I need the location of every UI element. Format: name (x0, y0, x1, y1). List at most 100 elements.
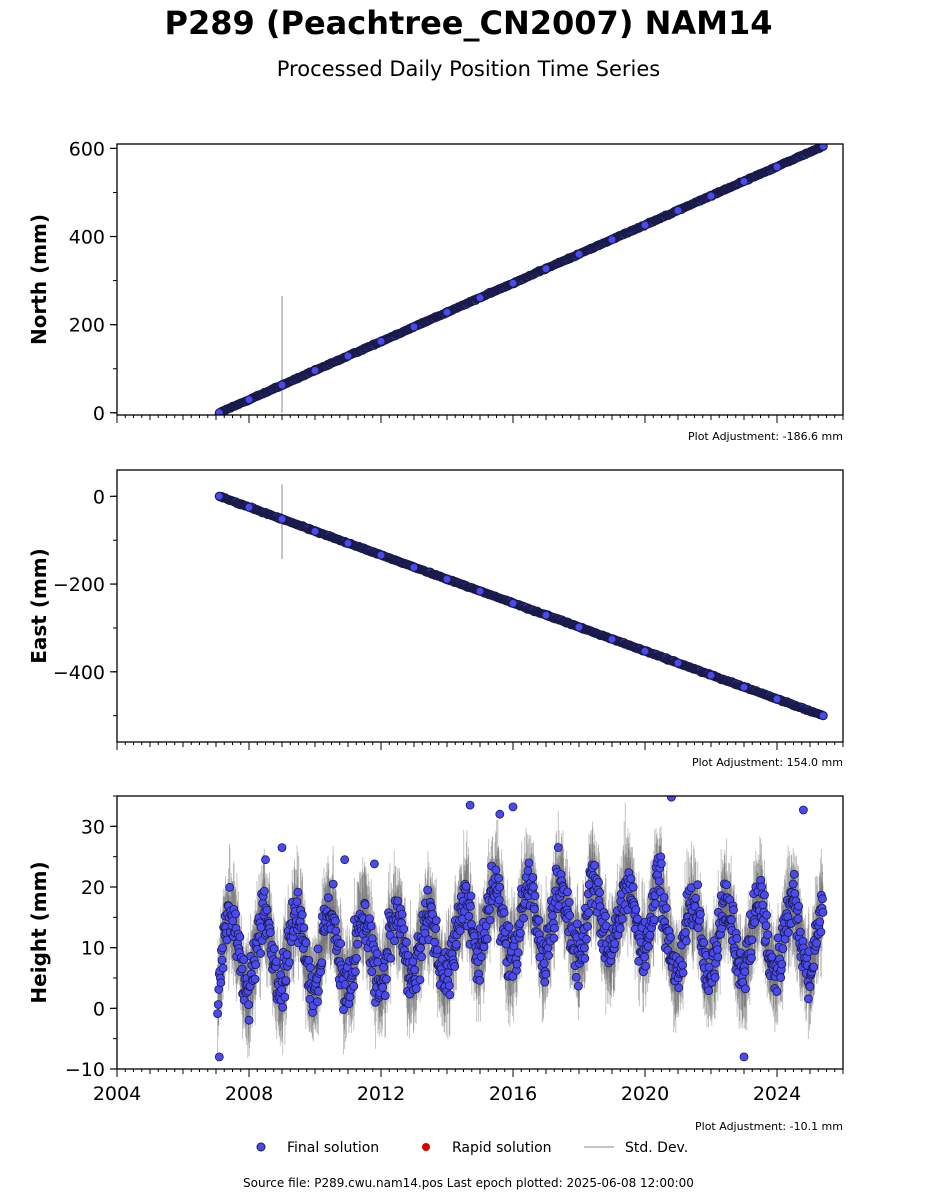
data-point (269, 944, 279, 954)
data-point (345, 992, 355, 1002)
data-point (485, 915, 495, 925)
data-point (534, 915, 544, 925)
data-point (366, 921, 376, 931)
data-point (213, 1009, 223, 1018)
x-ticks (116, 742, 844, 750)
series-point (214, 408, 224, 415)
data-point (216, 978, 226, 988)
series-point (244, 395, 254, 405)
data-point (251, 960, 261, 969)
plots-canvas: 0 200 400 600 North (mm) Plot Adjustment: -18… (27, 138, 844, 1156)
series-point (343, 351, 353, 361)
data-point (565, 911, 575, 920)
data-point (513, 948, 523, 958)
y-tick-label: 600 (69, 138, 105, 160)
data-point (328, 879, 338, 889)
y-tick-label: 0 (93, 486, 105, 508)
data-point (284, 958, 294, 967)
data-point (491, 865, 501, 875)
series-point (277, 514, 287, 524)
data-point (450, 962, 460, 971)
data-point (313, 997, 322, 1007)
data-point (590, 861, 600, 870)
y-ticks: 0 −200 −400 (53, 486, 117, 717)
data-point (381, 974, 391, 984)
data-point (293, 887, 303, 897)
data-point (360, 900, 370, 910)
series-point (475, 586, 485, 596)
data-point (262, 905, 272, 915)
data-point (430, 937, 440, 947)
data-point (475, 975, 485, 985)
chart-title: P289 (Peachtree_CN2007) NAM14 (164, 4, 773, 42)
series-point (244, 502, 254, 512)
plot-adjustment: Plot Adjustment: 154.0 mm (692, 756, 843, 769)
series-point (376, 550, 386, 560)
data-point (571, 972, 581, 982)
data-point (411, 984, 421, 994)
data-point (401, 937, 411, 947)
data-point (461, 881, 471, 891)
series-point (607, 634, 617, 644)
data-point (494, 895, 504, 905)
data-point (564, 898, 574, 907)
data-point (484, 905, 494, 914)
final-solution-points (214, 491, 828, 721)
data-point (540, 977, 550, 987)
data-point (528, 873, 538, 882)
data-point (331, 926, 341, 936)
data-point (399, 924, 409, 934)
data-point (250, 974, 260, 984)
series-point (706, 191, 716, 201)
data-point (271, 957, 281, 966)
series-point (508, 278, 518, 288)
data-point (408, 957, 418, 966)
data-point (340, 980, 350, 989)
data-point (235, 932, 245, 942)
plot-area (213, 796, 828, 1062)
data-point (213, 1000, 223, 1009)
data-point (529, 882, 538, 892)
data-point (466, 891, 476, 901)
data-point (415, 975, 425, 985)
data-point (420, 928, 430, 938)
data-point (277, 985, 287, 995)
series-point (442, 574, 452, 584)
data-point (317, 958, 327, 967)
data-point (512, 959, 522, 969)
series-point (214, 491, 224, 501)
data-point (535, 952, 545, 962)
data-point (455, 926, 465, 936)
data-point (218, 943, 227, 953)
series-point (376, 336, 386, 346)
data-point (372, 949, 382, 959)
data-point (239, 955, 249, 964)
series-point (310, 366, 320, 375)
y-axis-label: East (mm) (27, 548, 51, 664)
data-point (380, 991, 390, 1000)
data-point (443, 968, 453, 978)
north-panel: 0 200 400 600 North (mm) Plot Adjustment: -18… (27, 138, 844, 443)
data-point (237, 964, 247, 974)
series-point (574, 249, 584, 259)
series-point (574, 622, 584, 632)
data-point (378, 983, 388, 992)
data-point (349, 981, 359, 991)
data-point (431, 924, 441, 933)
series-point (508, 598, 518, 608)
data-point (265, 928, 275, 937)
data-point (548, 911, 557, 920)
series-point (706, 670, 716, 680)
series-point (343, 538, 353, 548)
series-point (409, 322, 419, 332)
data-point (494, 873, 504, 883)
data-point (544, 951, 553, 960)
plot-adjustment: Plot Adjustment: -186.6 mm (688, 430, 843, 443)
data-point (523, 866, 533, 876)
data-point (584, 908, 594, 918)
data-point (563, 887, 572, 897)
y-tick-label: 0 (93, 403, 105, 425)
data-point (515, 928, 525, 938)
y-tick-label: 200 (69, 315, 105, 337)
